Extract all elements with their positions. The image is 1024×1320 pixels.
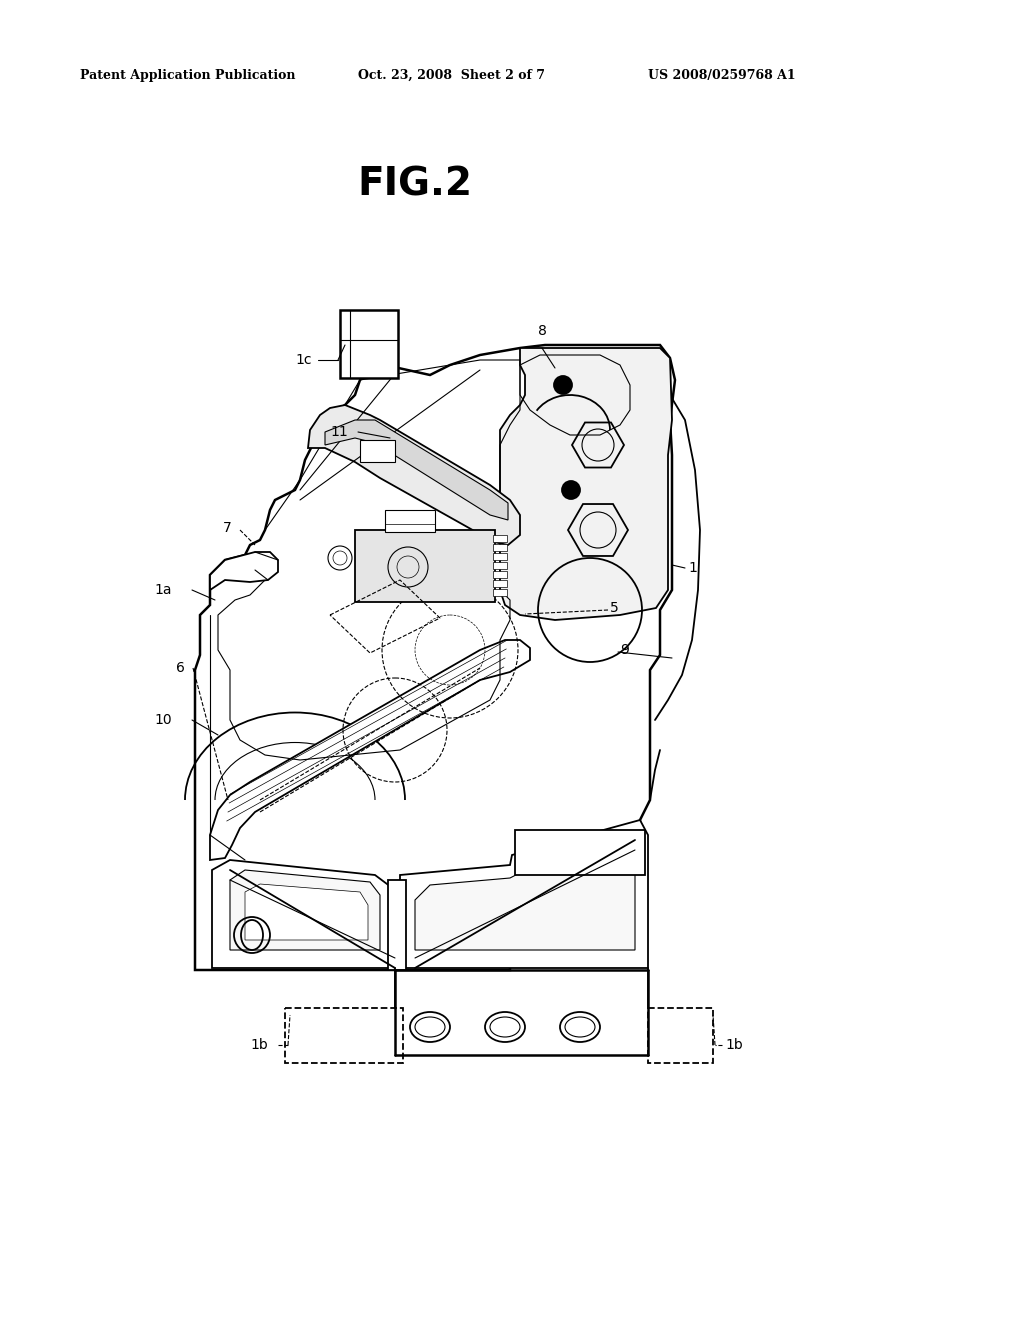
Bar bbox=[493, 544, 507, 550]
Bar bbox=[493, 579, 507, 587]
Text: 7: 7 bbox=[223, 521, 232, 535]
Polygon shape bbox=[212, 861, 395, 968]
Bar bbox=[493, 535, 507, 543]
Circle shape bbox=[562, 480, 580, 499]
Polygon shape bbox=[195, 345, 675, 970]
Polygon shape bbox=[210, 552, 278, 590]
Circle shape bbox=[554, 376, 572, 393]
Polygon shape bbox=[308, 405, 520, 545]
Polygon shape bbox=[245, 884, 368, 940]
Bar bbox=[648, 1008, 713, 1063]
Text: Patent Application Publication: Patent Application Publication bbox=[80, 69, 296, 82]
Polygon shape bbox=[325, 420, 508, 520]
Bar bbox=[515, 830, 645, 875]
Text: 9: 9 bbox=[620, 643, 629, 657]
Bar bbox=[493, 553, 507, 560]
Text: 6: 6 bbox=[176, 661, 185, 675]
Text: Oct. 23, 2008  Sheet 2 of 7: Oct. 23, 2008 Sheet 2 of 7 bbox=[358, 69, 545, 82]
Text: 1a: 1a bbox=[155, 583, 172, 597]
Bar bbox=[360, 440, 395, 462]
Text: 8: 8 bbox=[538, 323, 547, 338]
Polygon shape bbox=[415, 836, 635, 950]
Text: 1c: 1c bbox=[296, 352, 312, 367]
Text: 1b: 1b bbox=[250, 1038, 268, 1052]
Text: 1b: 1b bbox=[725, 1038, 742, 1052]
Bar bbox=[493, 562, 507, 569]
Bar bbox=[493, 589, 507, 597]
Bar bbox=[388, 880, 406, 970]
Text: 1: 1 bbox=[688, 561, 697, 576]
Polygon shape bbox=[210, 640, 530, 861]
Text: 10: 10 bbox=[155, 713, 172, 727]
Text: FIG.2: FIG.2 bbox=[357, 166, 472, 205]
Polygon shape bbox=[500, 348, 672, 620]
Bar bbox=[285, 1008, 403, 1063]
Polygon shape bbox=[400, 820, 648, 968]
Text: 5: 5 bbox=[610, 601, 618, 615]
Text: 11: 11 bbox=[331, 425, 348, 440]
Bar bbox=[340, 310, 398, 378]
Bar bbox=[493, 572, 507, 578]
Bar bbox=[355, 531, 495, 602]
Bar bbox=[385, 510, 435, 532]
Polygon shape bbox=[230, 870, 380, 950]
Text: US 2008/0259768 A1: US 2008/0259768 A1 bbox=[648, 69, 796, 82]
